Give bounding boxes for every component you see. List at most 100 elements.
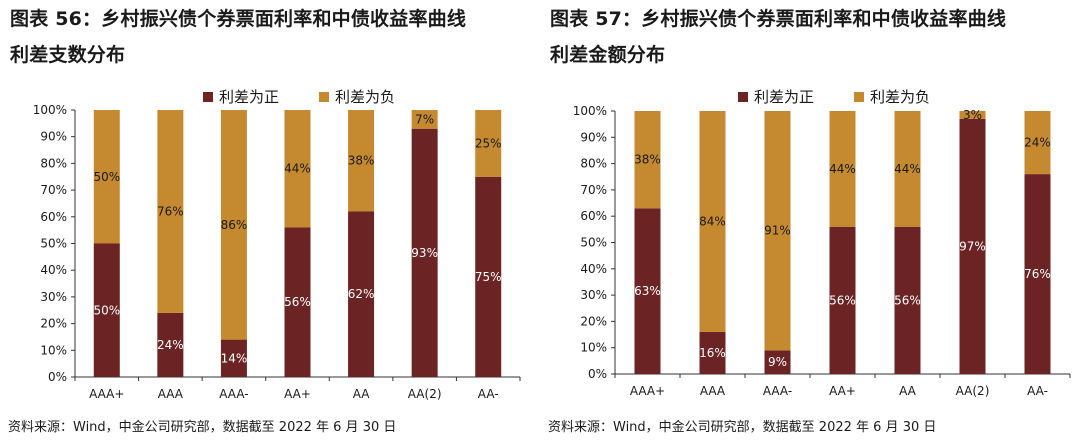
data-label-positive: 50%: [93, 303, 120, 317]
bar-segment-negative: [475, 110, 502, 177]
data-label-positive: 93%: [411, 246, 438, 260]
data-label-positive: 63%: [634, 284, 661, 298]
bar-segment-negative: [894, 111, 921, 227]
x-category-label: AAA: [158, 387, 184, 401]
y-tick-label: 20%: [40, 317, 67, 331]
y-tick-label: 90%: [40, 130, 67, 144]
stacked-bar-chart-count: 利差为正 利差为负 0% 10% 20% 30% 40% 50% 60% 70% 80% 90% 100…: [33, 88, 521, 401]
x-category-label: AAA-: [219, 387, 248, 401]
y-tick-label: 40%: [580, 262, 607, 276]
chart-legend: 利差为正 利差为负: [203, 88, 395, 106]
y-tick-label: 100%: [573, 104, 607, 118]
data-label-positive: 16%: [699, 346, 726, 360]
data-label-positive: 56%: [894, 293, 921, 307]
y-tick-label: 40%: [40, 263, 67, 277]
x-category-label: AA(2): [408, 387, 442, 401]
chart-title: 图表 57：乡村振兴债个券票面利率和中债收益率曲线: [550, 8, 1007, 30]
bar-segment-negative: [220, 110, 247, 340]
chart-title: 图表 56：乡村振兴债个券票面利率和中债收益率曲线: [10, 8, 467, 30]
bar-segment-negative: [157, 110, 184, 313]
data-label-negative: 76%: [157, 204, 184, 218]
legend-swatch: [203, 92, 213, 102]
data-label-negative: 84%: [699, 214, 726, 228]
y-tick-label: 10%: [580, 341, 607, 355]
bar-segment-positive: [894, 226, 921, 374]
data-label-negative: 44%: [829, 162, 856, 176]
bar-segment-negative: [764, 111, 791, 351]
bar-segment-positive: [959, 118, 986, 374]
x-category-label: AAA+: [630, 384, 665, 398]
data-label-positive: 56%: [829, 293, 856, 307]
data-label-negative: 3%: [963, 108, 982, 122]
y-tick-label: 60%: [580, 209, 607, 223]
bar-segment-negative: [284, 110, 311, 228]
data-label-negative: 25%: [475, 136, 502, 150]
y-tick-label: 30%: [580, 288, 607, 302]
data-label-positive: 9%: [768, 355, 787, 369]
data-label-positive: 62%: [348, 287, 375, 301]
x-category-label: AA+: [829, 384, 856, 398]
x-category-label: AA: [353, 387, 371, 401]
data-label-negative: 91%: [764, 224, 791, 238]
bar-segment-negative: [634, 111, 661, 209]
data-label-positive: 76%: [1024, 267, 1051, 281]
legend-label: 利差为负: [335, 88, 395, 106]
legend-swatch: [738, 92, 748, 102]
data-label-negative: 38%: [634, 153, 661, 167]
bar-segment-positive: [93, 243, 120, 377]
y-tick-label: 50%: [40, 237, 67, 251]
y-tick-label: 70%: [40, 183, 67, 197]
legend-label: 利差为负: [870, 88, 930, 106]
bar-segment-negative: [411, 110, 438, 129]
y-tick-label: 0%: [588, 367, 607, 381]
bar-segment-positive: [634, 208, 661, 374]
data-label-positive: 24%: [157, 338, 184, 352]
chart-subtitle: 利差金额分布: [550, 44, 666, 66]
bar-segment-negative: [93, 110, 120, 244]
y-tick-label: 60%: [40, 210, 67, 224]
bar-segment-positive: [1024, 174, 1051, 374]
data-label-positive: 56%: [284, 295, 311, 309]
bar-segment-negative: [959, 111, 986, 119]
data-label-negative: 50%: [93, 170, 120, 184]
bar-segment-positive: [699, 331, 726, 374]
bar-segment-negative: [829, 111, 856, 227]
x-category-label: AA-: [478, 387, 499, 401]
chart-legend: 利差为正 利差为负: [738, 88, 930, 106]
x-category-label: AA-: [1027, 384, 1048, 398]
x-category-label: AA+: [284, 387, 311, 401]
y-tick-label: 50%: [580, 236, 607, 250]
x-category-label: AAA+: [89, 387, 124, 401]
legend-swatch: [854, 92, 864, 102]
x-category-label: AA: [899, 384, 917, 398]
bar-segment-positive: [411, 128, 438, 377]
y-tick-label: 90%: [580, 130, 607, 144]
x-category-label: AA(2): [956, 384, 990, 398]
stacked-bar-chart-amount: 利差为正 利差为负 0% 10% 20% 30% 40% 50% 60% 70% 80% 90% 100…: [573, 88, 1071, 398]
data-label-positive: 97%: [959, 239, 986, 253]
y-tick-label: 70%: [580, 183, 607, 197]
y-tick-label: 80%: [40, 156, 67, 170]
bar-segment-negative: [348, 110, 375, 212]
x-category-label: AAA: [700, 384, 726, 398]
data-label-positive: 75%: [475, 270, 502, 284]
legend-label: 利差为正: [754, 88, 814, 106]
bar-segment-negative: [699, 111, 726, 332]
bar-segment-positive: [829, 226, 856, 374]
data-label-negative: 86%: [221, 218, 248, 232]
bar-segment-positive: [284, 227, 311, 377]
data-label-negative: 24%: [1024, 136, 1051, 150]
data-label-negative: 44%: [284, 162, 311, 176]
bar-segment-positive: [348, 211, 375, 377]
bar-segment-negative: [1024, 111, 1051, 175]
y-tick-label: 80%: [580, 157, 607, 171]
source-note: 资料来源：Wind，中金公司研究部，数据截至 2022 年 6 月 30 日: [8, 420, 397, 435]
y-tick-label: 20%: [580, 314, 607, 328]
y-tick-label: 0%: [48, 370, 67, 384]
y-tick-label: 30%: [40, 290, 67, 304]
legend-label: 利差为正: [219, 88, 279, 106]
bar-segment-positive: [220, 339, 247, 377]
y-tick-label: 100%: [33, 103, 67, 117]
legend-swatch: [319, 92, 329, 102]
data-label-negative: 38%: [348, 154, 375, 168]
